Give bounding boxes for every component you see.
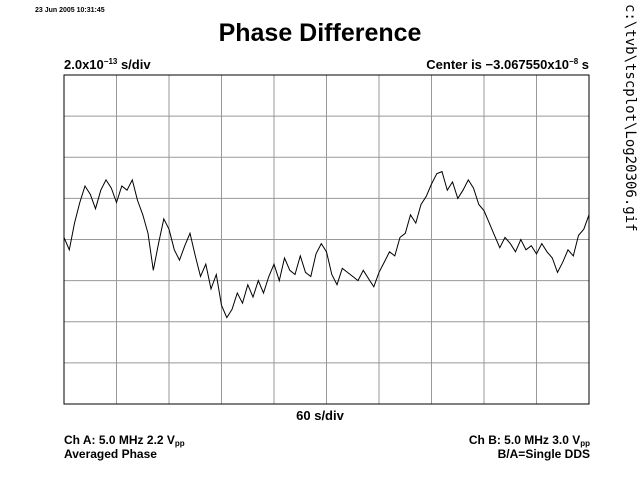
y-scale-exponent: −13 [103, 57, 118, 66]
channel-a-text: Ch A: 5.0 MHz 2.2 V [64, 433, 175, 447]
y-scale-unit: s/div [117, 57, 151, 72]
channel-a-label: Ch A: 5.0 MHz 2.2 Vpp [64, 433, 185, 448]
averaging-mode: Averaged Phase [64, 447, 157, 461]
channel-b-sub: pp [580, 439, 590, 448]
plot-frame [63, 74, 590, 405]
x-scale-label: 60 s/div [296, 408, 344, 423]
center-label: Center is −3.067550x10−8 s [426, 57, 589, 72]
y-scale-label: 2.0x10−13 s/div [64, 57, 151, 72]
timestamp: 23 Jun 2005 10:31:45 [35, 7, 105, 14]
chart-title: Phase Difference [218, 19, 422, 47]
file-path-label: c:\tvb\tscplot\Log20306.gif [622, 4, 638, 232]
center-unit: s [578, 57, 589, 72]
channel-a-sub: pp [174, 439, 185, 448]
phase-trace [63, 170, 590, 319]
channel-b-text: Ch B: 5.0 MHz 3.0 V [468, 433, 581, 447]
plot-grid [64, 75, 589, 404]
center-exponent: −8 [569, 57, 579, 66]
channel-b-label: Ch B: 5.0 MHz 3.0 Vpp [468, 433, 590, 448]
y-scale-mantissa: 2.0x10 [64, 57, 104, 72]
center-prefix: Center is −3.067550x10 [426, 57, 570, 72]
ratio-label: B/A=Single DDS [497, 447, 590, 461]
